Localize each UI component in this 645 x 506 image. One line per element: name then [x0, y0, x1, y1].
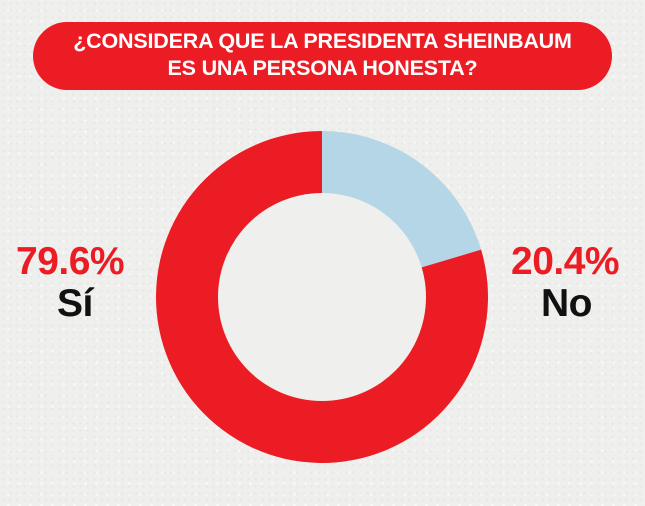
slice-value-no: 20.4%: [511, 240, 620, 283]
slice-label-no: No: [541, 282, 593, 325]
slice-value-si: 79.6%: [16, 240, 125, 283]
chart-title: ¿CONSIDERA QUE LA PRESIDENTA SHEINBAUM E…: [33, 22, 612, 90]
donut-hole: [218, 193, 426, 401]
slice-label-si: Sí: [57, 282, 93, 325]
